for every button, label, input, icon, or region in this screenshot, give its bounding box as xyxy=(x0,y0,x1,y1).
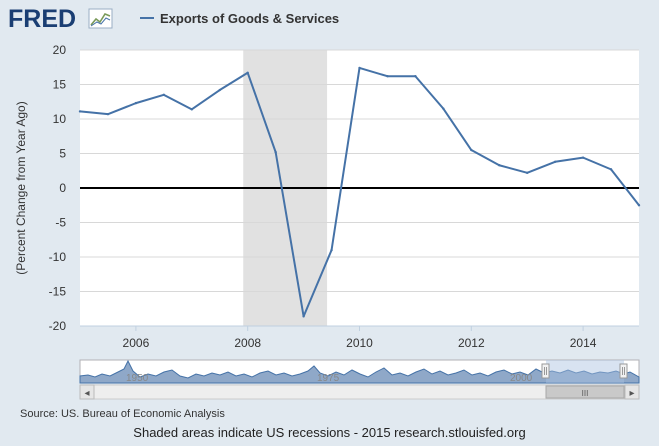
fred-logo[interactable]: FRED xyxy=(8,5,113,33)
y-tick-label: 0 xyxy=(59,181,66,195)
x-tick-label: 2010 xyxy=(346,336,373,350)
data-point[interactable] xyxy=(78,110,82,113)
fred-logo-text: FRED xyxy=(8,5,76,33)
x-tick-label: 2014 xyxy=(570,336,597,350)
navigator-left-handle[interactable] xyxy=(541,363,550,379)
scrollbar-grip-icon: III xyxy=(582,389,589,398)
legend[interactable]: Exports of Goods & Services xyxy=(140,11,339,26)
data-point[interactable] xyxy=(637,204,641,207)
navigator-label-2000: 2000 xyxy=(510,373,533,384)
navigator-right-handle[interactable] xyxy=(619,363,628,379)
y-tick-label: -15 xyxy=(49,285,67,299)
y-tick-label: 5 xyxy=(59,147,66,161)
scrollbar-left-button[interactable] xyxy=(79,384,95,400)
source-text: Source: US. Bureau of Economic Analysis xyxy=(20,408,225,420)
scrollbar-left-arrow-icon: ◂ xyxy=(84,388,89,399)
x-tick-label: 2006 xyxy=(123,336,150,350)
data-point[interactable] xyxy=(302,315,305,318)
data-point[interactable] xyxy=(134,101,138,105)
data-point[interactable] xyxy=(106,112,110,116)
y-tick-label: 15 xyxy=(53,78,67,92)
data-point[interactable] xyxy=(581,156,585,159)
scrollbar-right-arrow-icon: ▸ xyxy=(629,388,634,399)
navigator-label-1975: 1975 xyxy=(317,373,340,384)
data-point[interactable] xyxy=(498,164,501,167)
data-point[interactable] xyxy=(526,171,529,175)
navigator-selected-range[interactable] xyxy=(546,360,624,383)
scrollbar[interactable]: ◂ III ▸ xyxy=(79,384,640,400)
navigator[interactable]: 1950 1975 2000 xyxy=(79,359,640,384)
navigator-series-area xyxy=(79,359,640,384)
x-tick-label: 2008 xyxy=(234,336,261,350)
data-point[interactable] xyxy=(553,160,557,163)
navigator-label-1950: 1950 xyxy=(126,373,149,384)
y-tick-label: -5 xyxy=(55,216,66,230)
scrollbar-thumb[interactable] xyxy=(545,385,625,399)
fred-logo-graph-icon xyxy=(88,8,113,29)
y-tick-label: 20 xyxy=(53,43,67,57)
recession-note[interactable]: Shaded areas indicate US recessions - 20… xyxy=(133,425,526,440)
data-point[interactable] xyxy=(218,88,221,92)
legend-label: Exports of Goods & Services xyxy=(160,11,339,26)
scrollbar-right-button[interactable] xyxy=(624,384,640,400)
data-point[interactable] xyxy=(190,108,193,111)
y-axis-title: (Percent Change from Year Ago) xyxy=(14,101,28,274)
data-point[interactable] xyxy=(330,248,333,252)
y-tick-label: -20 xyxy=(49,319,67,333)
x-tick-label: 2012 xyxy=(458,336,485,350)
data-point[interactable] xyxy=(609,168,613,171)
data-point[interactable] xyxy=(470,148,473,152)
y-tick-label: 10 xyxy=(53,112,67,126)
data-point[interactable] xyxy=(274,150,277,154)
data-point[interactable] xyxy=(442,107,445,110)
y-tick-label: -10 xyxy=(49,250,67,264)
data-point[interactable] xyxy=(358,66,361,70)
data-point[interactable] xyxy=(246,71,249,74)
data-point[interactable] xyxy=(162,93,166,97)
data-point[interactable] xyxy=(386,75,389,78)
data-point[interactable] xyxy=(414,75,417,78)
